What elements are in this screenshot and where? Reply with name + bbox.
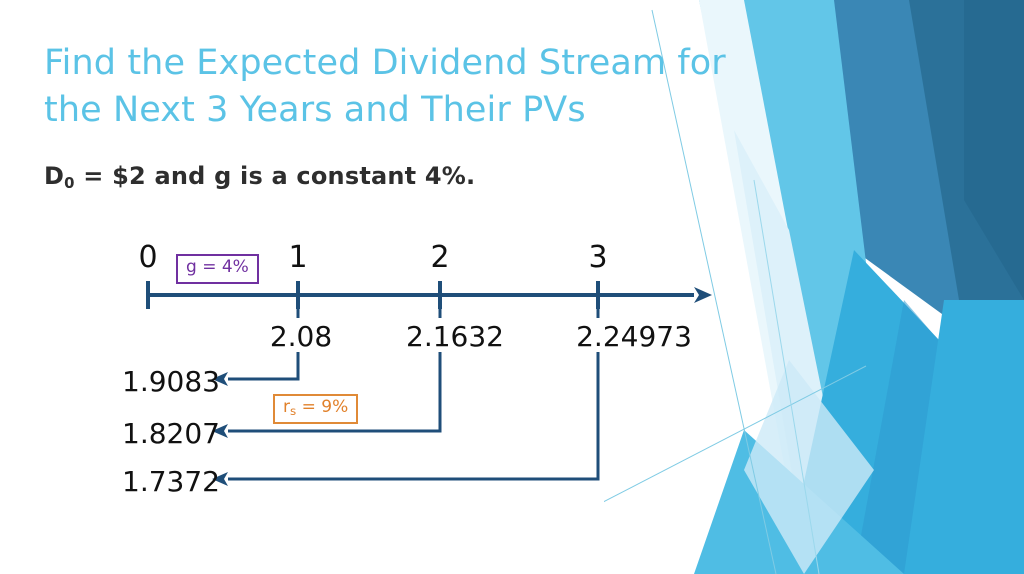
present-value-2: 1.8207 [122, 417, 220, 450]
pv-connector-2 [228, 352, 442, 433]
dividend-value-1: 2.08 [269, 320, 333, 353]
pv-connector-3 [228, 352, 600, 481]
present-value-3: 1.7372 [122, 465, 220, 498]
discount-rate-text: = 9% [296, 397, 349, 417]
pv-arrowhead-3 [212, 472, 228, 486]
growth-rate-symbol: g [186, 257, 197, 277]
timeline-period-label-2: 2 [430, 240, 450, 275]
given-symbol: D [44, 162, 65, 190]
given-rest: = $2 and g is a constant 4%. [74, 162, 476, 190]
discount-rate-callout: rs = 9% [273, 394, 359, 424]
dividend-value-2: 2.1632 [406, 320, 504, 353]
discount-rate-symbol: r [283, 397, 290, 417]
timeline-period-label-0: 0 [138, 240, 158, 275]
given-assumption-text: D0 = $2 and g is a constant 4%. [44, 162, 475, 192]
timeline-period-label-1: 1 [288, 240, 308, 275]
timeline-arrowhead [694, 287, 712, 303]
growth-rate-callout: g = 4% [176, 254, 259, 284]
page-title: Find the Expected Dividend Stream for th… [44, 43, 726, 130]
pv-arrowhead-2 [212, 424, 228, 438]
discount-rate-subscript: s [290, 403, 297, 418]
timeline-period-label-3: 3 [588, 240, 608, 275]
present-value-1: 1.9083 [122, 365, 220, 398]
pv-arrowhead-1 [212, 372, 228, 386]
pv-connector-1 [228, 352, 300, 381]
given-subscript: 0 [64, 174, 75, 193]
dividend-value-3: 2.24973 [576, 320, 692, 353]
growth-rate-text: = 4% [196, 257, 249, 277]
